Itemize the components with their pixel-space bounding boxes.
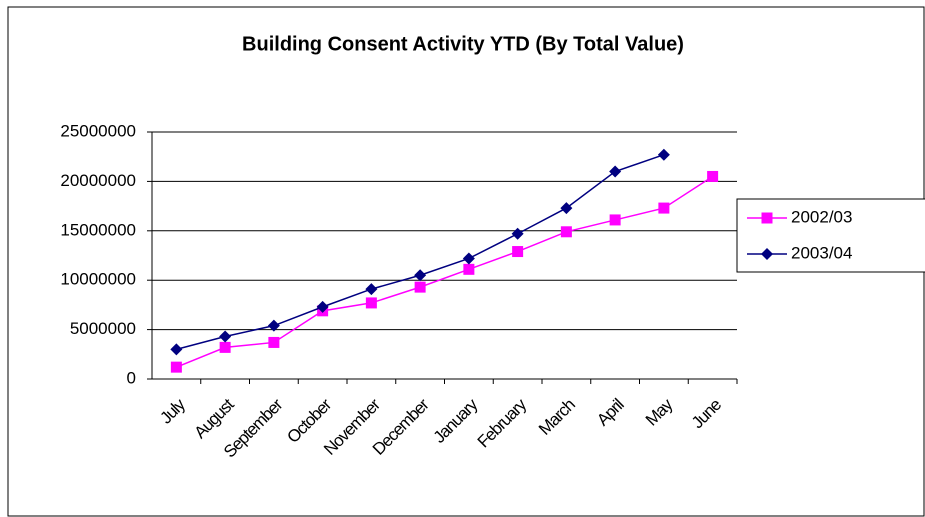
marker [365,297,377,309]
y-tick-label: 0 [127,368,136,387]
marker [609,214,621,226]
y-tick-label: 25000000 [60,121,136,140]
marker [560,202,573,215]
legend-marker [761,248,773,260]
legend-box [736,198,925,273]
legend-label: 2003/04 [791,243,852,262]
marker [170,361,182,373]
marker [219,330,232,343]
legend-marker [761,212,773,224]
marker [609,165,622,178]
marker [170,343,183,356]
marker [658,202,670,214]
marker [414,269,427,282]
series-line [176,175,714,368]
marker [219,341,231,353]
marker [316,300,329,313]
y-tick-label: 15000000 [60,220,136,239]
marker [657,148,670,161]
y-tick-label: 10000000 [60,270,136,289]
legend-label: 2002/03 [791,207,852,226]
marker [707,170,719,182]
marker [560,226,572,238]
marker [511,227,524,240]
y-tick-label: 20000000 [60,171,136,190]
chart-title: Building Consent Activity YTD (By Total … [242,33,684,55]
marker [463,263,475,275]
marker [267,319,280,332]
marker [268,336,280,348]
marker [462,252,475,265]
marker [414,281,426,293]
marker [365,283,378,296]
y-tick-label: 5000000 [70,319,136,338]
marker [512,246,524,258]
